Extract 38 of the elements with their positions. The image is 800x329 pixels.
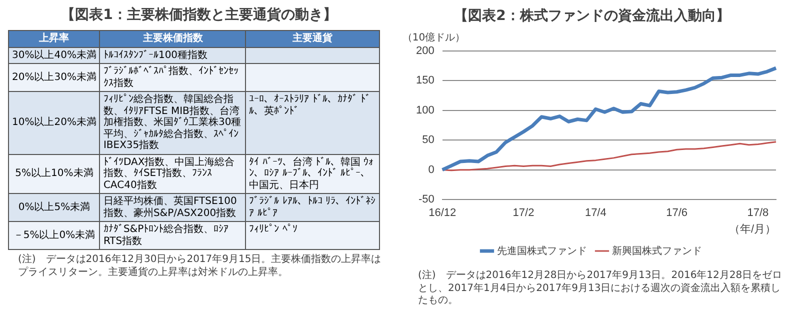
category-label: 0%以上5%未満 [18,202,90,213]
category-label: 主要通貨 [246,30,380,47]
text: 日経平均株価、英国FTSE100指数、豪州S&P/ASX200指数 [103,196,237,218]
text: ﾕｰﾛ、ｵｰｽﾄﾗﾘｱ ﾄﾞﾙ、ｶﾅﾀﾞ ﾄﾞﾙ、英ﾎﾟﾝﾄﾞ [249,94,370,116]
text: ﾄﾙｺｲｽﾀﾝﾌﾞｰﾙ100種指数 [103,50,208,60]
category-label: 10%以上20%未満 [12,117,96,128]
text: ﾌﾞﾗｼﾞﾙ ﾚｱﾙ、ﾄﾙｺ ﾘﾗ、ｲﾝﾄﾞﾈｼｱ ﾙﾋﾟｱ [249,196,376,218]
x-tick-label: 17/6 [666,207,688,220]
y-axis-title: （10億ドル） [402,31,466,44]
y-tick-label: 50 [422,134,434,146]
x-axis-title: （年/月） [728,223,776,236]
category-label: 20%以上30%未満 [12,72,96,83]
text: ｶﾅﾀﾞS&Pﾄﾛﾝﾄ総合指数、ﾛｼｱRTS指数 [103,224,229,246]
category-label: 30%以上40%未満 [12,50,96,60]
x-tick-label: 17/8 [747,207,769,220]
x-tick-label: 16/12 [428,207,456,220]
y-tick-label: 150 [416,74,434,87]
category-label: －5%以上0%未満 [13,230,96,241]
y-tick-label: 100 [416,104,434,116]
text: (注) データは2016年12月30日から2017年9月15日。主要株価指数の上昇率はプライスリターン。主要通貨の上昇率は対米ドルの上昇率。 [17,254,382,279]
y-tick-label: -50 [418,194,434,206]
y-tick-label: 0 [428,164,434,176]
x-tick-label: 17/2 [512,207,534,220]
chart-title: 【図表2：株式ファンドの資金流出入動向】 [454,7,730,24]
text: ﾌﾞﾗｼﾞﾙﾎﾞﾍﾞｽﾊﾟ指数、ｲﾝﾄﾞｾﾝｾｯｸｽ指数 [103,66,238,88]
legend-label: 新興国株式ファンド [612,244,702,257]
category-label: 上昇率 [8,30,100,47]
text: ﾌｨﾘﾋﾟﾝ ﾍﾟｿ [249,224,298,235]
x-tick-label: 17/4 [584,207,606,220]
category-label: 主要株価指数 [100,30,246,47]
text: ﾀｲ ﾊﾞｰﾂ、台湾 ﾄﾞﾙ、韓国 ｳｫﾝ、ﾛｼｱ ﾙｰﾌﾞﾙ、ｲﾝﾄﾞ ﾙﾋﾟｰ、中国元、日本円 [249,156,374,190]
text: 【図表1：主要株価指数と主要通貨の動き】 [60,6,338,24]
category-label: 5%以上10%未満 [15,168,94,179]
text: ﾄﾞｲﾂDAX指数、中国上海総合指数、ﾀｲSET指数、ﾌﾗﾝｽCAC40指数 [103,156,235,190]
legend-label: 先進国株式ファンド [497,244,587,257]
text: ﾌｨﾘﾋﾟﾝ総合指数、韓国総合指数、ｲﾀﾘｱFTSE MIB指数、台湾加権指数、米国ﾀﾞｳ工業株30種平均、ｼﾞｬｶﾙﾀ総合指数、ｽﾍﾟｲﾝIBEX35指数 [103,94,242,151]
y-tick-label: 200 [416,44,434,57]
text: (注) データは2016年12月28日から2017年9月13日。2016年12月28日をゼロとし、2017年1月4日から2017年9月13日における週次の資金流出入額を累積したもの。 [417,270,784,308]
